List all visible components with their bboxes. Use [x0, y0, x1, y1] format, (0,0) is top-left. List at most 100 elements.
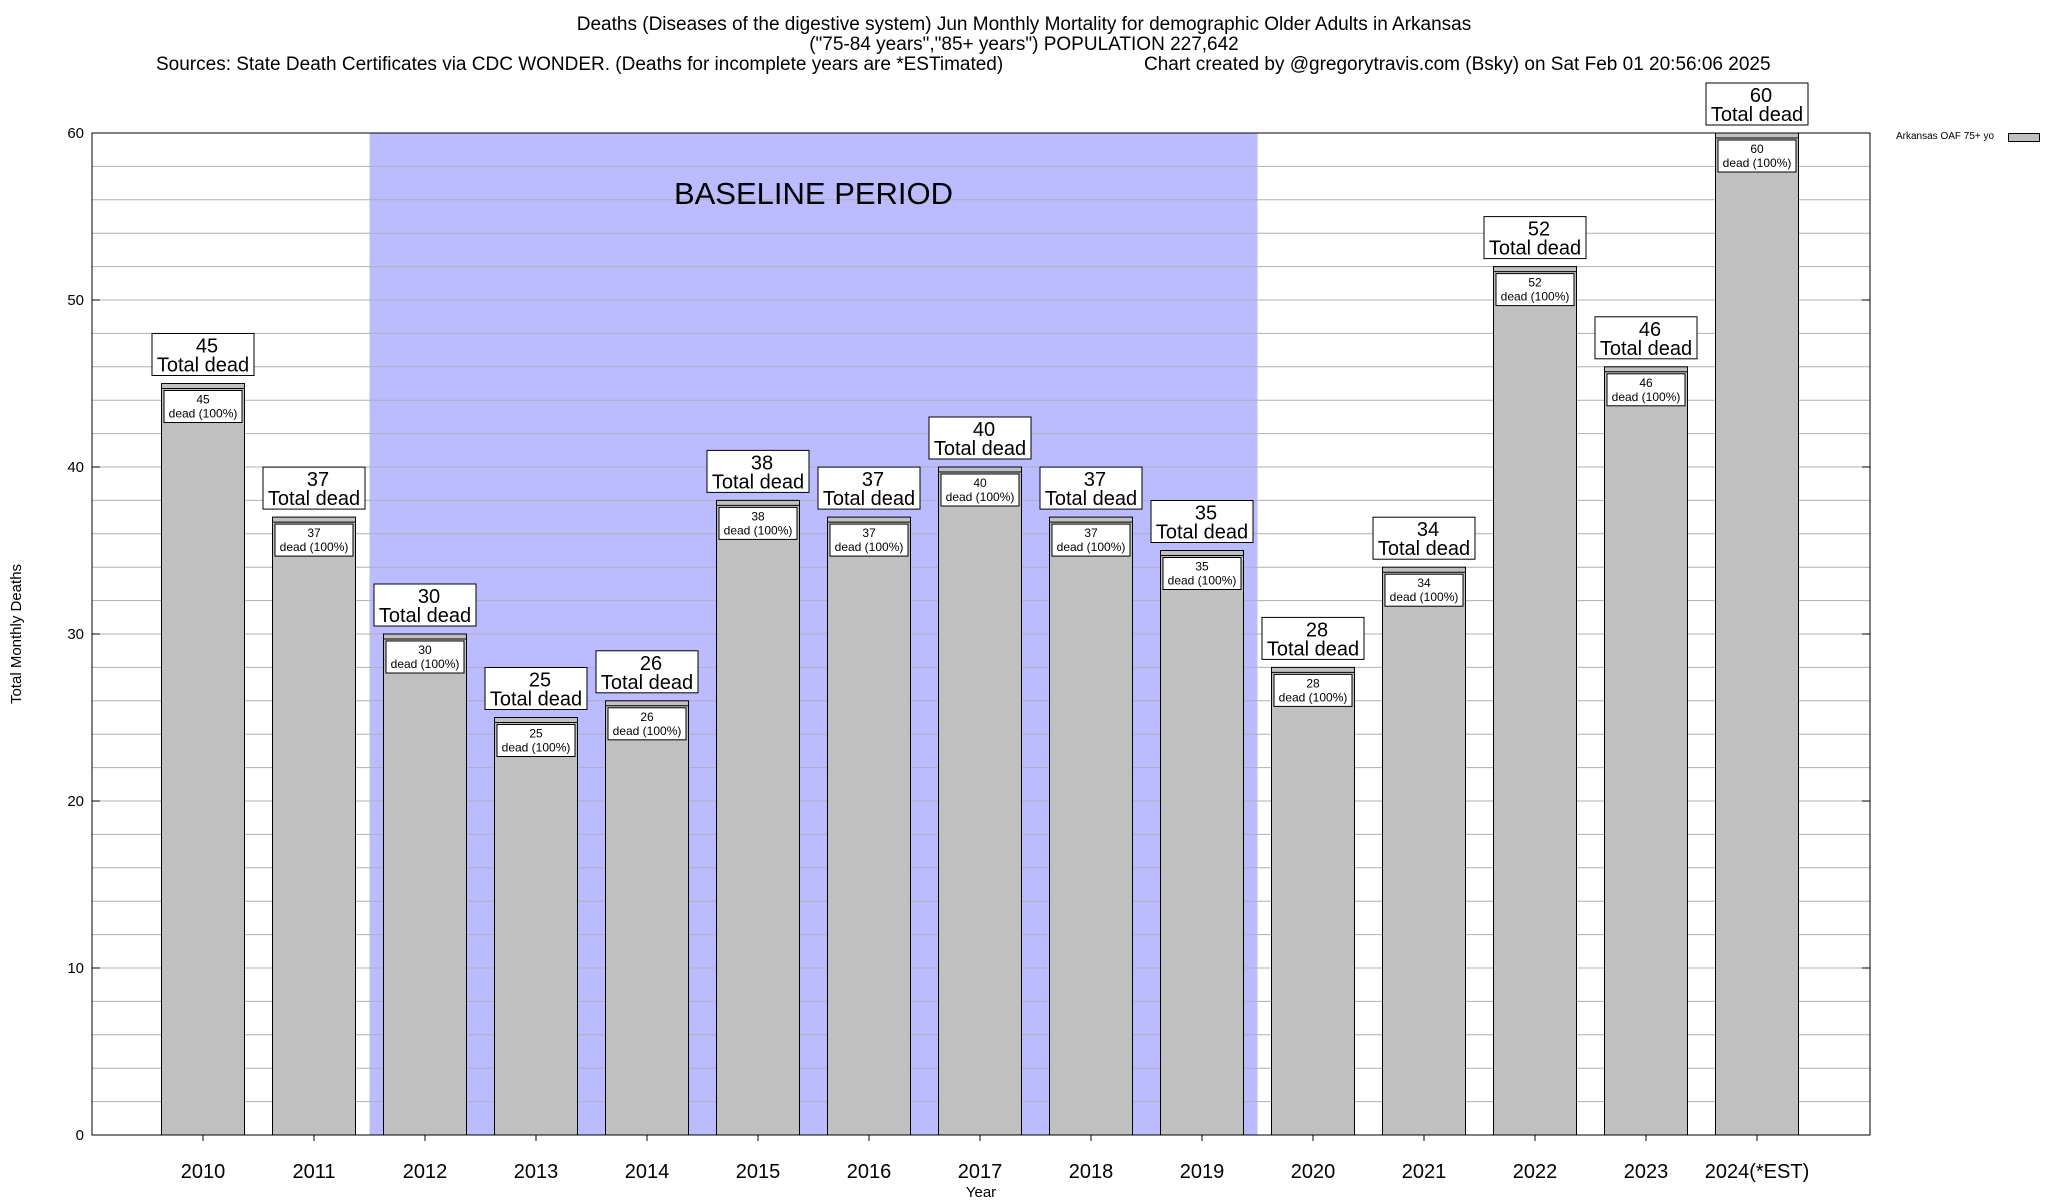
outer-label-value: 28 [1306, 619, 1328, 641]
outer-label-text: Total dead [1711, 104, 1803, 126]
outer-label-box [1705, 82, 1809, 126]
inner-label-value: 37 [862, 526, 876, 540]
inner-label-text: dead (100%) [1612, 390, 1681, 404]
bar [494, 717, 578, 1136]
outer-label-text: Total dead [823, 488, 915, 510]
inner-label-box [940, 473, 1020, 507]
bar [1493, 266, 1577, 1136]
outer-label-box [706, 449, 810, 493]
inner-label-text: dead (100%) [946, 490, 1015, 504]
outer-label-text: Total dead [712, 471, 804, 493]
y-tick-label: 40 [67, 459, 84, 476]
inner-label-box [496, 724, 576, 757]
y-axis-label: Total Monthly Deaths [8, 564, 25, 704]
inner-label-box [1051, 523, 1131, 557]
outer-label-text: Total dead [1156, 522, 1248, 544]
inner-label-box [274, 523, 354, 557]
inner-label-text: dead (100%) [391, 657, 460, 671]
chart-credit: Chart created by @gregorytravis.com (Bsk… [1144, 54, 1771, 75]
inner-label-box [1606, 373, 1686, 407]
x-tick-label: 2020 [1291, 1161, 1336, 1183]
outer-label-value: 37 [862, 469, 884, 491]
outer-label-box [1594, 316, 1698, 360]
outer-label-value: 34 [1417, 519, 1439, 541]
y-tick-label: 30 [67, 626, 84, 643]
bar [1049, 516, 1133, 1136]
outer-label-value: 37 [1084, 469, 1106, 491]
outer-label-value: 35 [1195, 503, 1217, 525]
outer-label-value: 37 [307, 469, 329, 491]
bar [1271, 666, 1355, 1136]
bar [272, 516, 356, 1136]
inner-label-text: dead (100%) [724, 523, 793, 537]
legend-swatch [2008, 133, 2040, 142]
inner-label-value: 35 [1195, 560, 1209, 574]
x-tick-label: 2011 [292, 1161, 335, 1183]
inner-label-text: dead (100%) [1390, 590, 1459, 604]
bar [383, 633, 467, 1136]
outer-label-value: 60 [1750, 85, 1772, 107]
x-tick-label: 2014 [625, 1161, 670, 1183]
outer-label-text: Total dead [1378, 538, 1470, 560]
outer-label-box [151, 333, 255, 376]
x-tick-label: 2015 [736, 1161, 781, 1183]
bar [1382, 566, 1466, 1136]
chart-sources: Sources: State Death Certificates via CD… [156, 54, 1004, 75]
inner-label-value: 38 [751, 509, 765, 523]
outer-label-value: 25 [529, 670, 551, 692]
outer-label-box [928, 416, 1032, 460]
inner-label-text: dead (100%) [1723, 156, 1792, 170]
inner-label-box [1495, 273, 1575, 307]
inner-label-value: 52 [1528, 276, 1542, 290]
x-tick-label: 2018 [1069, 1161, 1114, 1183]
bar [1715, 132, 1799, 1136]
outer-label-value: 45 [196, 336, 218, 358]
outer-label-value: 26 [640, 653, 662, 675]
legend-label: Arkansas OAF 75+ yo [1896, 131, 1995, 142]
outer-label-box [1039, 466, 1143, 510]
x-tick-label: 2023 [1624, 1161, 1669, 1183]
outer-label-value: 38 [751, 452, 773, 474]
outer-label-box [817, 466, 921, 510]
inner-label-box [607, 707, 687, 741]
x-tick-label: 2019 [1180, 1161, 1225, 1183]
inner-label-value: 40 [973, 476, 987, 490]
bar [938, 466, 1022, 1136]
outer-label-text: Total dead [157, 355, 249, 377]
inner-label-box [1384, 573, 1464, 607]
outer-label-text: Total dead [490, 689, 582, 711]
outer-label-text: Total dead [379, 605, 471, 627]
x-tick-label: 2013 [514, 1161, 559, 1183]
inner-label-box [829, 523, 909, 557]
inner-label-value: 37 [1084, 526, 1098, 540]
outer-label-value: 46 [1639, 319, 1661, 341]
inner-label-value: 46 [1639, 376, 1653, 390]
bar [716, 499, 800, 1136]
bar [1160, 550, 1244, 1136]
bar [827, 516, 911, 1136]
x-axis-label: Year [966, 1184, 996, 1200]
outer-label-box [373, 583, 477, 627]
bar [1604, 366, 1688, 1136]
inner-label-box [1717, 139, 1797, 173]
inner-label-value: 37 [307, 526, 321, 540]
outer-label-box [1483, 216, 1587, 260]
bar [605, 700, 689, 1136]
inner-label-text: dead (100%) [1279, 690, 1348, 704]
inner-label-value: 26 [640, 710, 654, 724]
y-tick-label: 20 [67, 793, 84, 810]
inner-label-text: dead (100%) [1501, 290, 1570, 304]
inner-label-text: dead (100%) [835, 540, 904, 554]
y-tick-label: 0 [76, 1127, 84, 1144]
outer-label-box [484, 667, 588, 710]
outer-label-text: Total dead [268, 488, 360, 510]
y-tick-label: 50 [67, 292, 84, 309]
inner-label-value: 34 [1417, 576, 1431, 590]
inner-label-text: dead (100%) [1057, 540, 1126, 554]
outer-label-value: 40 [973, 419, 995, 441]
inner-label-text: dead (100%) [613, 724, 682, 738]
inner-label-text: dead (100%) [169, 407, 238, 421]
outer-label-box [262, 466, 366, 510]
inner-label-box [1273, 673, 1353, 707]
chart-title: Deaths (Diseases of the digestive system… [576, 14, 1472, 35]
